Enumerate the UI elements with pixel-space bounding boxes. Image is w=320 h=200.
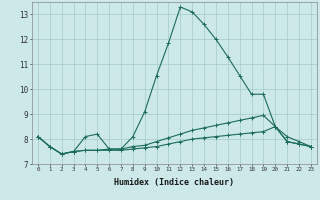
X-axis label: Humidex (Indice chaleur): Humidex (Indice chaleur) — [115, 178, 234, 187]
